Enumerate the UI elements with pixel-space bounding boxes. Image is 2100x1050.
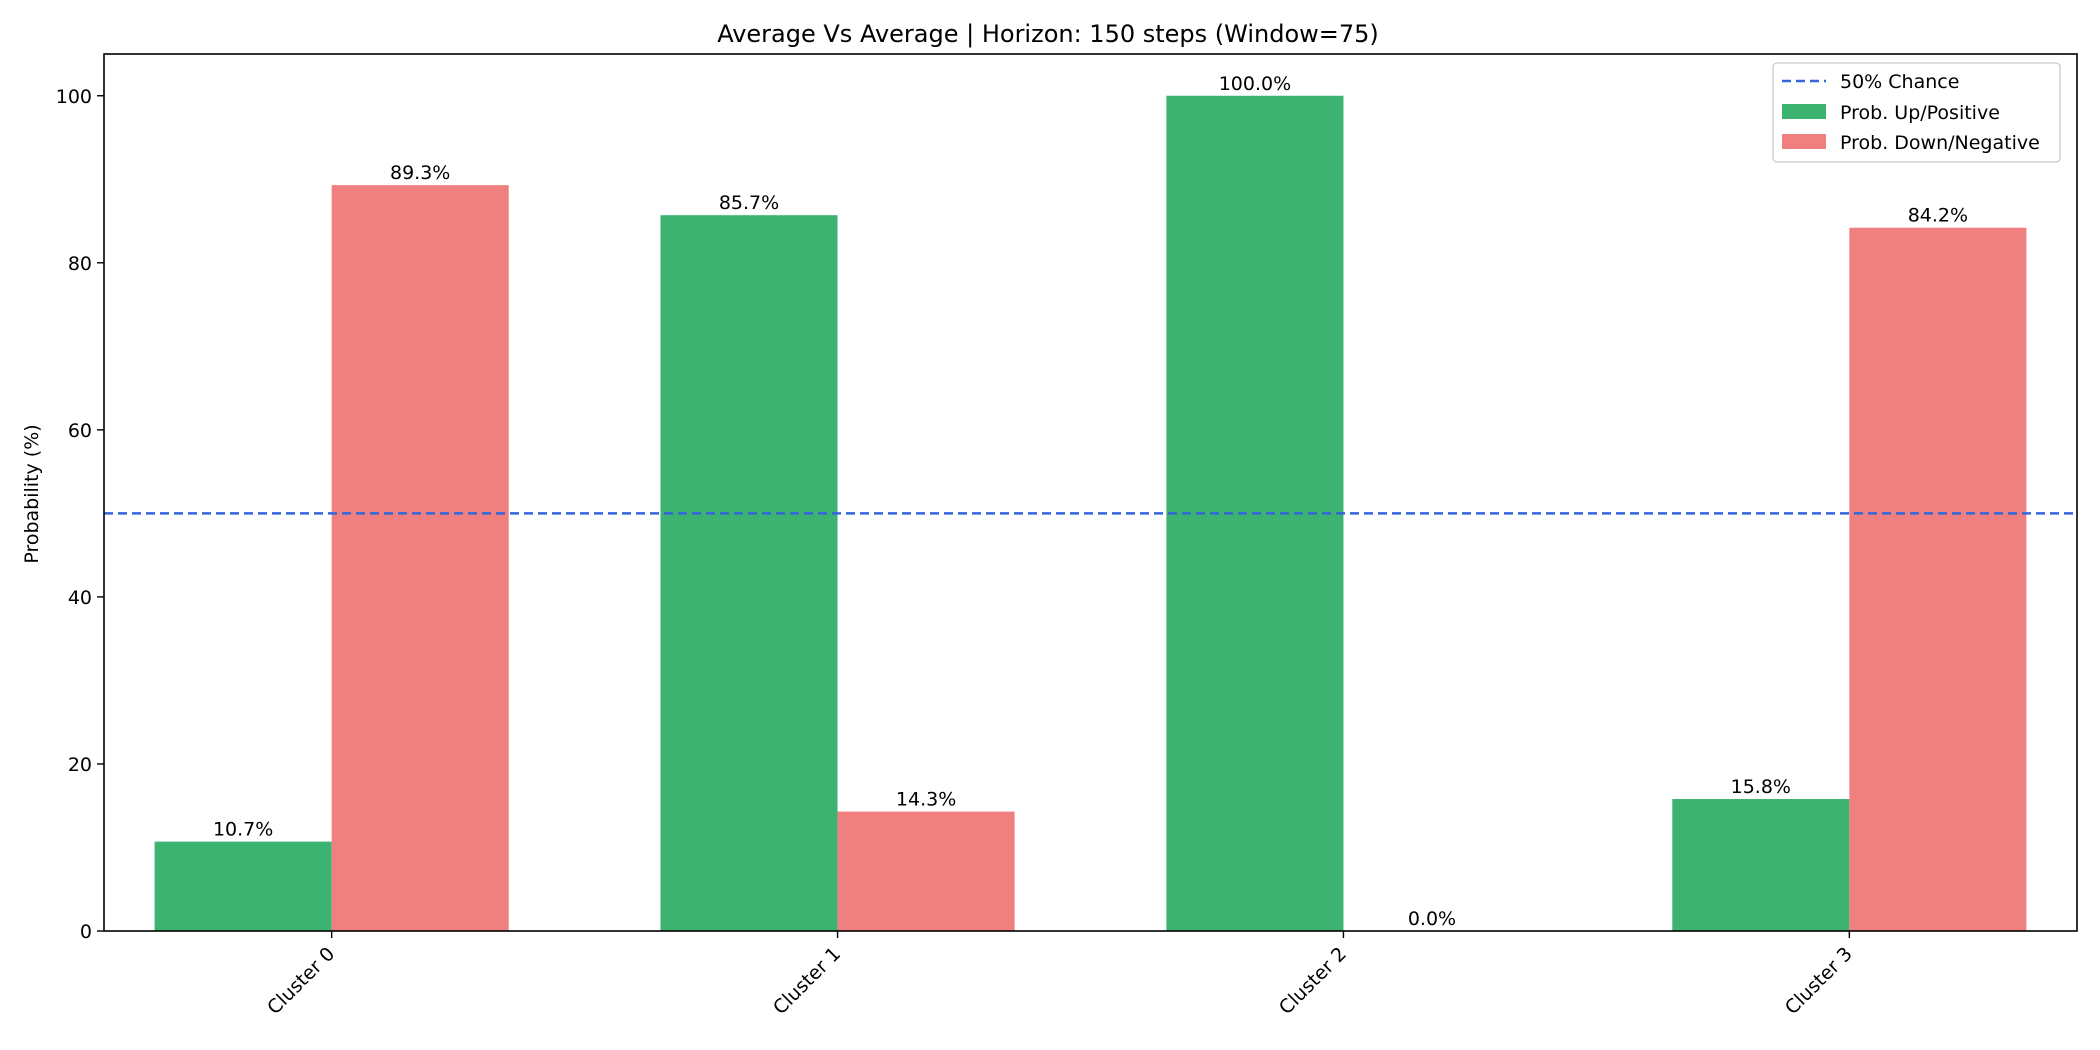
bar-value-label: 89.3% <box>390 162 450 184</box>
y-tick-label: 20 <box>68 754 92 776</box>
bar-series-1-cluster-1 <box>837 811 1015 931</box>
bar-series-0-cluster-3 <box>1672 799 1850 931</box>
x-tick-label-cluster-0: Cluster 0 <box>263 943 339 1019</box>
bar-series-0-cluster-0 <box>154 841 332 931</box>
x-tick-label-cluster-2: Cluster 2 <box>1275 943 1351 1019</box>
legend-label-reference: 50% Chance <box>1840 71 1959 93</box>
legend-swatch-series-0 <box>1782 104 1826 119</box>
bar-value-label: 85.7% <box>719 192 779 214</box>
bar-value-label: 10.7% <box>213 819 273 841</box>
x-tick-label-cluster-1: Cluster 1 <box>769 943 845 1019</box>
bar-series-1-cluster-0 <box>331 185 509 931</box>
y-tick-label: 60 <box>68 420 92 442</box>
x-tick-label-cluster-3: Cluster 3 <box>1781 943 1857 1019</box>
legend: 50% Chance Prob. Up/Positive Prob. Down/… <box>1772 62 2061 163</box>
y-tick-label: 0 <box>80 921 92 943</box>
bar-value-label: 15.8% <box>1731 776 1791 798</box>
bar-series-1-cluster-3 <box>1849 227 2027 932</box>
y-tick-label: 80 <box>68 253 92 275</box>
legend-label-series-0: Prob. Up/Positive <box>1840 102 2000 124</box>
y-tick-label: 100 <box>56 86 92 108</box>
bar-series-0-cluster-1 <box>660 215 838 932</box>
legend-box <box>1772 62 2061 163</box>
plot-area: 10.7% 85.7% 100.0% 15.8% 89.3% 14.3% 0.0% 84.2%… <box>56 53 2078 1019</box>
bar-value-label: 100.0% <box>1219 73 1291 95</box>
legend-swatch-series-1 <box>1782 134 1826 149</box>
bar-value-label: 0.0% <box>1408 908 1456 930</box>
legend-label-series-1: Prob. Down/Negative <box>1840 132 2040 154</box>
axes-frame <box>103 53 2078 932</box>
y-axis-label: Probability (%) <box>21 424 43 563</box>
bar-value-label: 84.2% <box>1908 205 1968 227</box>
chart-title: Average Vs Average | Horizon: 150 steps … <box>717 20 1379 48</box>
y-tick-label: 40 <box>68 587 92 609</box>
bar-value-label: 14.3% <box>896 789 956 811</box>
